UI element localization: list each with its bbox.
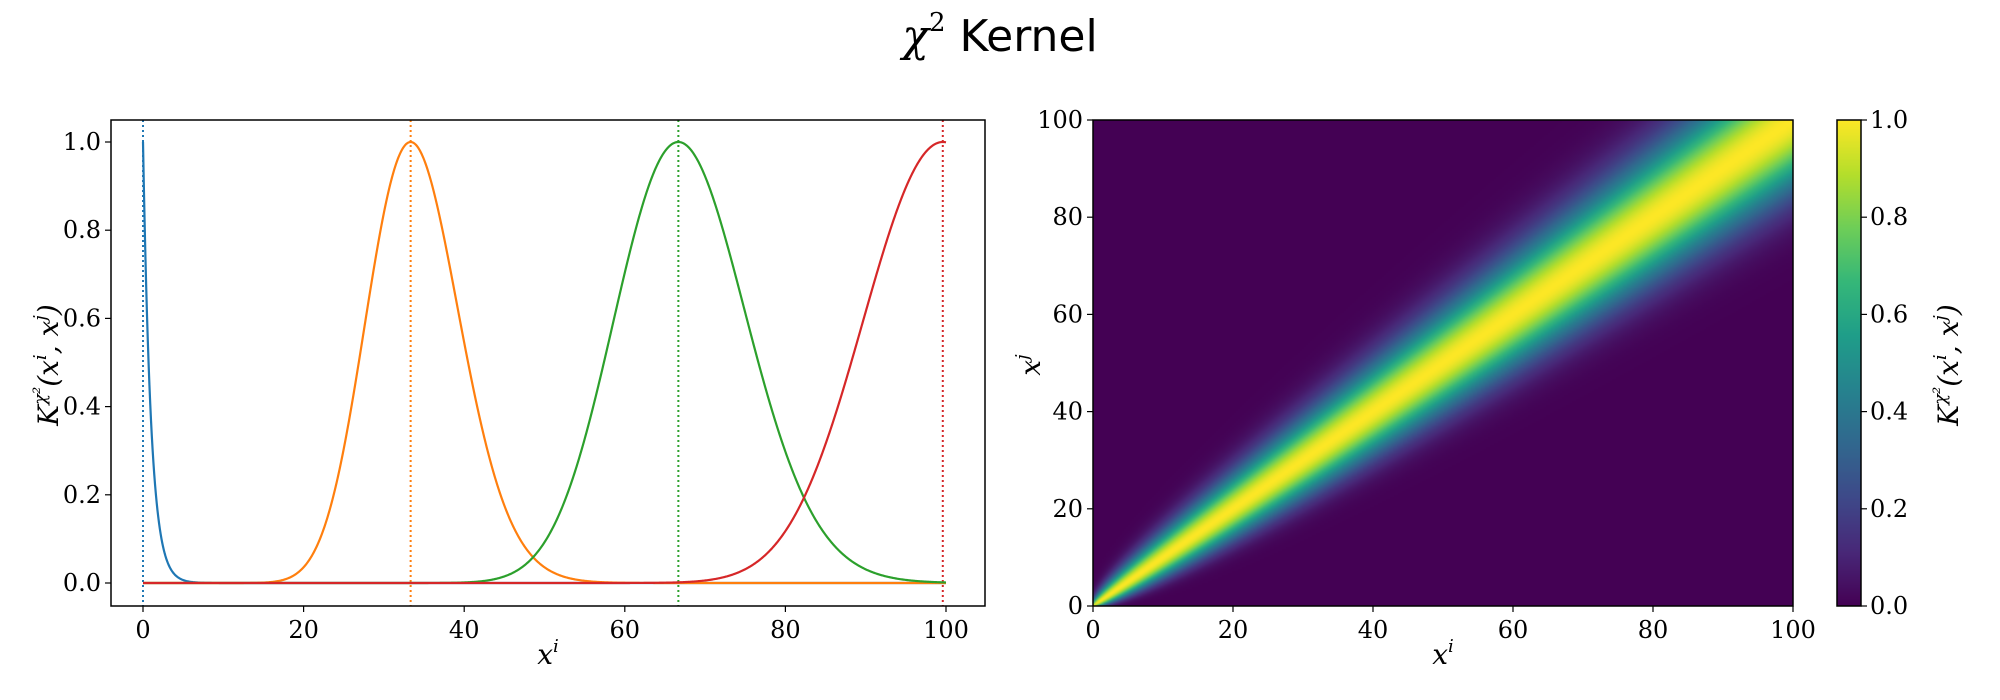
xtick-label: 40 <box>449 616 480 644</box>
ytick-label: 0.0 <box>63 569 101 597</box>
line-plot-ylabel: Kχ²(xi, xj) <box>30 304 65 427</box>
xtick-label: 40 <box>1358 616 1389 644</box>
xtick-label: 80 <box>1638 616 1669 644</box>
xtick-label: 20 <box>1218 616 1249 644</box>
ytick-label: 0.8 <box>63 216 101 244</box>
xtick-label: 20 <box>288 616 319 644</box>
heatmap-xlabel: xi <box>1432 636 1454 671</box>
heatmap-panel: 0 20 40 60 80 100 0 20 40 60 80 100 xi xj <box>1012 106 1816 671</box>
line-plot-panel: 0 20 40 60 80 100 0.0 0.2 0.4 0.6 0.8 1.0 xi Kχ²(x… <box>30 119 986 671</box>
ytick-label: 1.0 <box>63 128 101 156</box>
title-symbol: χ <box>902 11 929 62</box>
kernel-curve <box>143 140 947 585</box>
colorbar-ticks: 0.0 0.2 0.4 0.6 0.8 1.0 <box>1861 106 1908 620</box>
ytick-label: 0.4 <box>63 393 101 421</box>
heatmap-ylabel: xj <box>1012 354 1047 376</box>
colorbar-tick-label: 1.0 <box>1870 106 1908 134</box>
xtick-label: 60 <box>1498 616 1529 644</box>
line-plot-frame <box>110 119 986 607</box>
heatmap-frame <box>1092 119 1794 607</box>
xtick-label: 100 <box>1770 616 1816 644</box>
line-plot-xticks: 0 20 40 60 80 100 <box>135 606 969 644</box>
ytick-label: 80 <box>1052 203 1083 231</box>
xtick-label: 60 <box>610 616 641 644</box>
colorbar-tick-label: 0.8 <box>1870 203 1908 231</box>
kernel-curve <box>143 140 947 585</box>
heatmap-image <box>1093 120 1793 606</box>
colorbar-tick-label: 0.2 <box>1870 495 1908 523</box>
ytick-label: 0.6 <box>63 304 101 332</box>
kernel-curve <box>143 140 946 585</box>
kernel-curves <box>141 140 947 585</box>
colorbar-tick-label: 0.6 <box>1870 300 1908 328</box>
xtick-label: 100 <box>923 616 969 644</box>
colorbar-label: Kχ²(xi, xj) <box>1930 304 1965 427</box>
line-plot-yticks: 0.0 0.2 0.4 0.6 0.8 1.0 <box>63 128 111 597</box>
title-text: Kernel <box>959 11 1098 62</box>
ytick-label: 20 <box>1052 495 1083 523</box>
xtick-label: 80 <box>770 616 801 644</box>
colorbar-tick-label: 0.4 <box>1870 398 1908 426</box>
colorbar-frame <box>1836 119 1862 607</box>
ytick-label: 100 <box>1037 106 1083 134</box>
line-plot-xlabel: xi <box>537 636 559 671</box>
ytick-label: 40 <box>1052 398 1083 426</box>
reference-vlines <box>142 120 944 606</box>
colorbar: 0.0 0.2 0.4 0.6 0.8 1.0 Kχ²(xi, xj) <box>1836 106 1965 620</box>
ytick-label: 0.2 <box>63 481 101 509</box>
xtick-label: 0 <box>135 616 150 644</box>
colorbar-tick-label: 0.0 <box>1870 592 1908 620</box>
ytick-label: 60 <box>1052 300 1083 328</box>
figure-title: χ2 Kernel <box>0 8 2000 62</box>
ytick-label: 0 <box>1068 592 1083 620</box>
heatmap-xticks: 0 20 40 60 80 100 <box>1085 606 1816 644</box>
title-superscript: 2 <box>928 8 946 38</box>
xtick-label: 0 <box>1085 616 1100 644</box>
kernel-curve <box>141 141 946 585</box>
colorbar-gradient <box>1837 120 1861 606</box>
heatmap-yticks: 0 20 40 60 80 100 <box>1037 106 1093 620</box>
